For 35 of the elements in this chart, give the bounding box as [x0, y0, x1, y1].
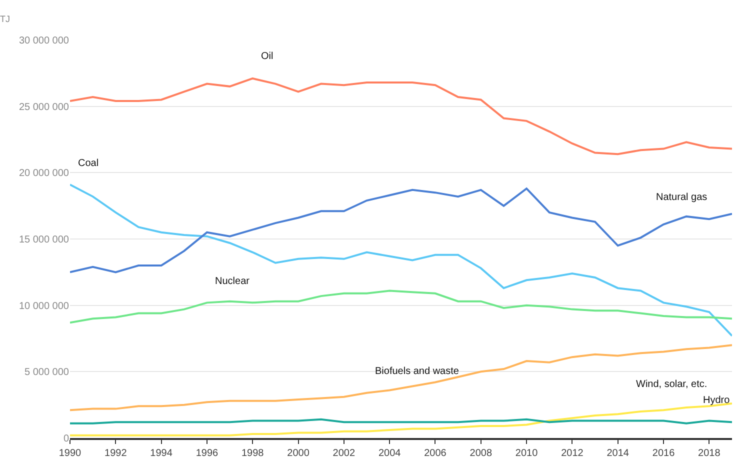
y-tick-label: 20 000 000 — [18, 168, 70, 180]
x-tick-label: 2008 — [470, 448, 492, 459]
y-tick-label: 25 000 000 — [18, 102, 70, 113]
line-series — [70, 188, 732, 274]
x-tick-label: 2014 — [606, 448, 630, 459]
x-tick-label: 2018 — [698, 448, 721, 459]
x-tick-label: 1996 — [196, 448, 219, 459]
x-tick-label: 1994 — [150, 448, 173, 459]
y-tick-label: 15 000 000 — [18, 234, 70, 246]
x-tick-label: 2010 — [515, 448, 538, 459]
y-axis-title: TJ — [0, 14, 10, 24]
annotation: Hydro — [703, 395, 730, 406]
x-tick-label: 2000 — [287, 448, 310, 459]
line-series — [70, 290, 732, 324]
annotation: Natural gas — [656, 192, 708, 203]
x-tick-label: 2012 — [561, 448, 584, 459]
x-tick-label: 1990 — [58, 448, 82, 459]
annotation: Oil — [261, 51, 274, 62]
x-tick-label: 1998 — [241, 448, 264, 459]
x-tick-label: 2016 — [652, 448, 676, 459]
line-series — [70, 344, 732, 412]
annotation: Coal — [78, 158, 99, 169]
y-tick-label: 5 000 000 — [24, 367, 70, 378]
line-series — [70, 184, 732, 337]
x-tick-label: 1992 — [104, 448, 128, 459]
y-tick-label: 0 — [63, 434, 70, 444]
line-series — [70, 77, 732, 156]
annotation: Wind, solar, etc. — [636, 379, 708, 390]
x-tick-label: 2006 — [424, 448, 447, 459]
y-tick-label: 10 000 000 — [18, 300, 70, 312]
y-tick-label: 30 000 000 — [18, 36, 70, 46]
annotation: Nuclear — [215, 276, 250, 287]
x-tick-label: 2004 — [378, 448, 402, 459]
annotation: Biofuels and waste — [375, 366, 460, 377]
x-tick-label: 2002 — [332, 448, 356, 459]
